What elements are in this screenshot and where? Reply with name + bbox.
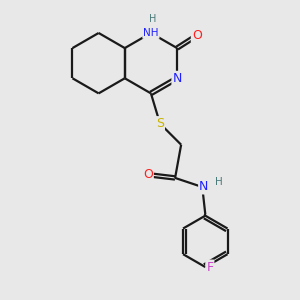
Text: N: N — [199, 181, 208, 194]
Text: F: F — [206, 260, 213, 274]
Text: NH: NH — [143, 28, 159, 38]
Text: N: N — [172, 72, 182, 85]
Text: H: H — [215, 178, 223, 188]
Text: O: O — [143, 168, 153, 182]
Text: H: H — [149, 14, 156, 24]
Text: S: S — [156, 117, 164, 130]
Text: O: O — [192, 29, 202, 43]
